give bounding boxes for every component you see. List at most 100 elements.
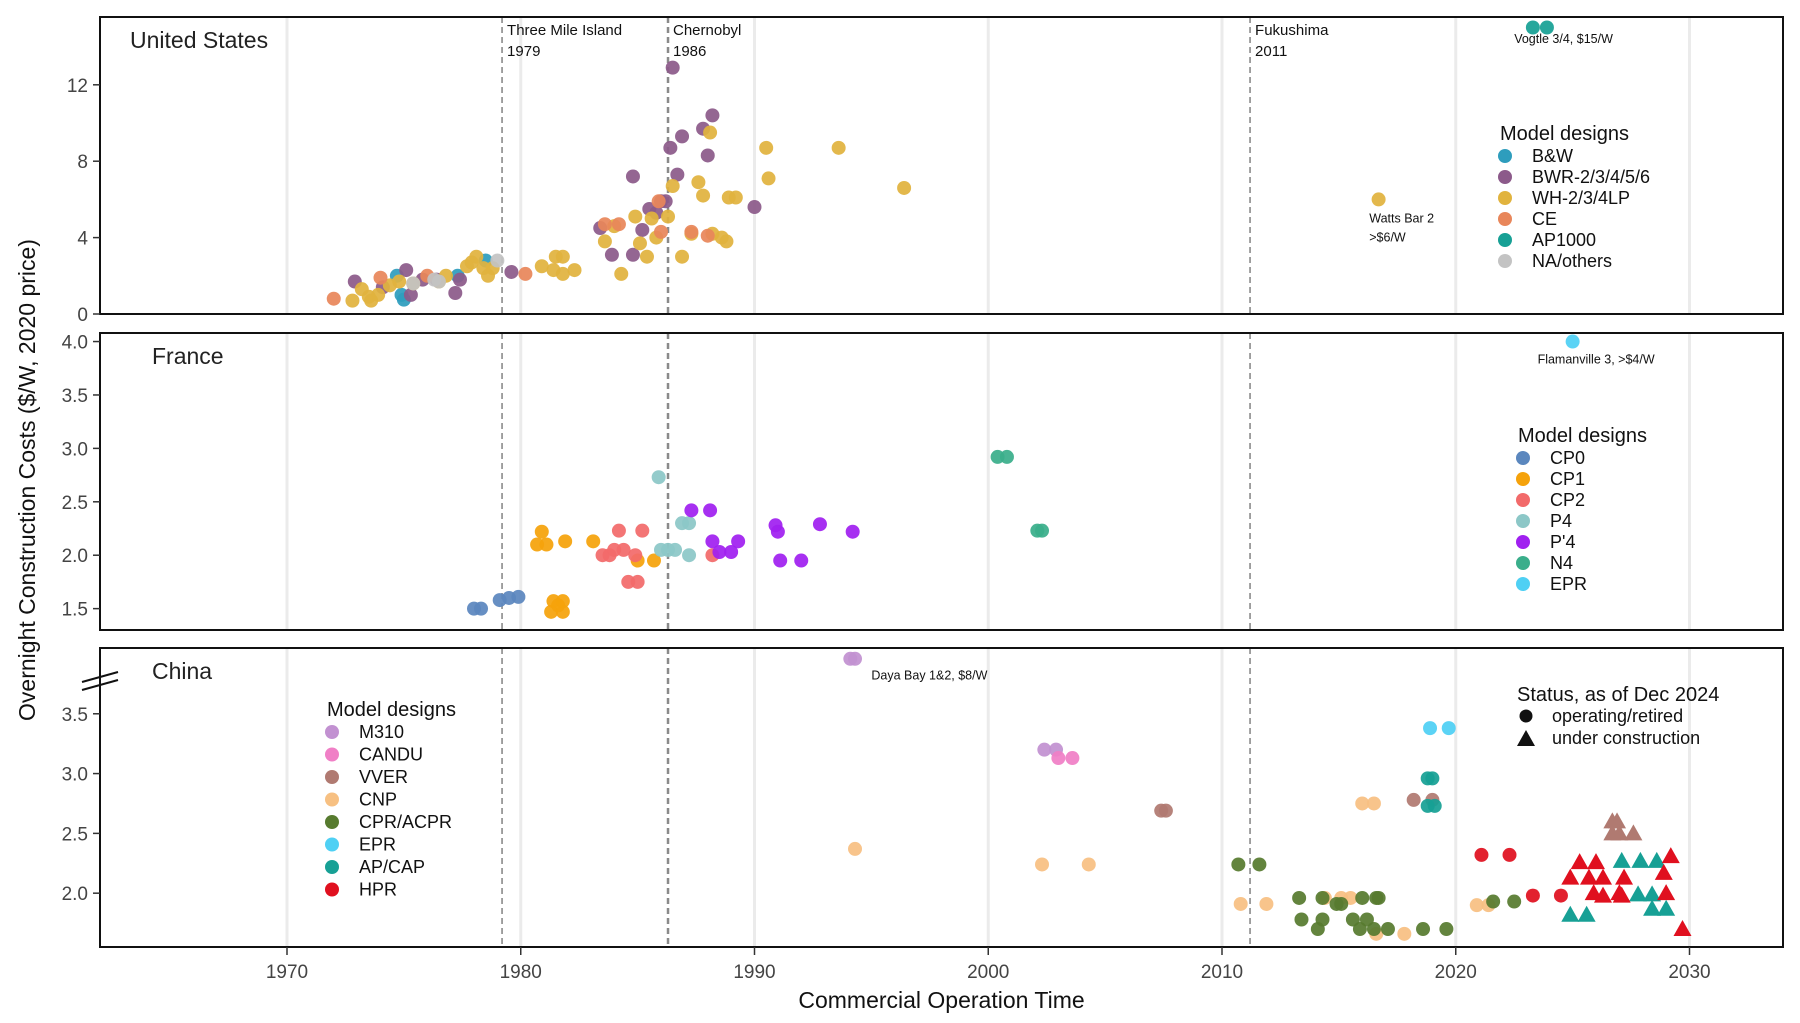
data-point [518,266,533,281]
status-swatch-triangle [1517,730,1535,746]
data-point-triangle [1610,824,1629,841]
data-point-triangle [1594,868,1613,885]
data-point [616,542,631,557]
x-tick-label: 2000 [967,962,1009,983]
y-tick-label: 4 [77,229,88,250]
data-point [897,180,912,195]
legend-entry: CNP [359,790,397,810]
data-point [371,287,386,302]
y-tick-label: 2.0 [62,884,88,905]
data-point [345,293,360,308]
legend-title: Model designs [327,699,456,721]
data-point-triangle [1647,851,1666,868]
data-point [1441,721,1456,736]
data-point [1406,792,1421,807]
data-point [392,274,407,289]
data-point [597,234,612,249]
data-point [1469,898,1484,913]
data-point [406,276,421,291]
data-point [712,545,727,560]
annotation-label: Watts Bar 2 [1369,212,1434,226]
data-point [490,253,505,268]
status-legend-title: Status, as of Dec 2024 [1517,684,1719,706]
panel-1: 1.5 2.0 2.5 3.0 3.5 4.0 France Flamanville 3, >… [62,332,1784,631]
event-label: Chernobyl [673,22,741,39]
data-point [399,263,414,278]
data-point [1507,894,1522,909]
x-tick-label: 1990 [733,962,775,983]
legend-swatch [325,725,339,739]
data-point [999,449,1014,464]
panel-frame [99,647,1784,948]
data-point [675,129,690,144]
data-point [628,209,643,224]
legend-entry: CP0 [1550,448,1585,468]
y-tick-label: 2.5 [62,824,88,845]
data-point [1355,890,1370,905]
legend-swatch [1516,535,1530,549]
data-point [452,272,467,287]
data-point-triangle [1612,851,1631,868]
data-point-triangle [1577,905,1596,922]
data-point [1294,912,1309,927]
data-point [770,524,785,539]
data-point [555,249,570,264]
data-point [759,140,774,155]
data-point [700,228,715,243]
annotation-label: Daya Bay 1&2, $8/W [871,669,987,683]
data-point-triangle [1615,868,1634,885]
legend-swatch [325,770,339,784]
data-point [639,249,654,264]
legend-entry: WH-2/3/4LP [1532,188,1630,208]
status-swatch-circle [1519,709,1533,723]
data-point-triangle [1594,886,1613,903]
legend-entry: HPR [359,880,397,900]
data-point [1553,888,1568,903]
legend-swatch [325,860,339,874]
data-point-triangle [1673,920,1692,937]
data-point [326,291,341,306]
data-point [632,236,647,251]
legend-entry: CE [1532,209,1557,229]
data-point [1231,857,1246,872]
y-tick-label: 2.0 [62,546,88,567]
legend-swatch [325,792,339,807]
data-point [1423,721,1438,736]
data-point [728,190,743,205]
data-point-triangle [1657,899,1676,916]
data-point [696,188,711,203]
legend-swatch [1498,254,1512,268]
legend-swatch [1498,191,1512,205]
legend-title: Model designs [1500,123,1629,145]
annotation-label: >$6/W [1369,231,1406,245]
data-point [628,548,643,563]
data-point-triangle [1579,868,1598,885]
data-point [705,534,720,549]
legend-swatch [325,815,339,829]
panel-0: 0 4 8 12 United States Vogtle 3/4, $15/W Watts… [67,16,1784,326]
data-point [604,247,619,262]
data-point [1416,922,1431,937]
y-tick-label: 3.0 [62,439,88,460]
legend-title: Model designs [1518,425,1647,447]
annotation-label: Flamanville 3, >$4/W [1538,353,1655,367]
data-point-triangle [1561,905,1580,922]
data-point [761,171,776,186]
y-tick-label: 0 [77,305,88,326]
data-point [794,553,809,568]
data-point [1439,922,1454,937]
event-label: Three Mile Island [507,22,622,39]
data-point [611,217,626,232]
legend-entry: B&W [1532,146,1573,166]
data-point-triangle [1561,868,1580,885]
data-point [747,200,762,215]
legend-entry: M310 [359,722,404,742]
axis-break-mark [81,671,119,683]
legend-swatch [325,747,339,762]
data-point [635,222,650,237]
data-point [1233,896,1248,911]
status-legend-entry: operating/retired [1552,706,1683,726]
data-point [1035,523,1050,538]
